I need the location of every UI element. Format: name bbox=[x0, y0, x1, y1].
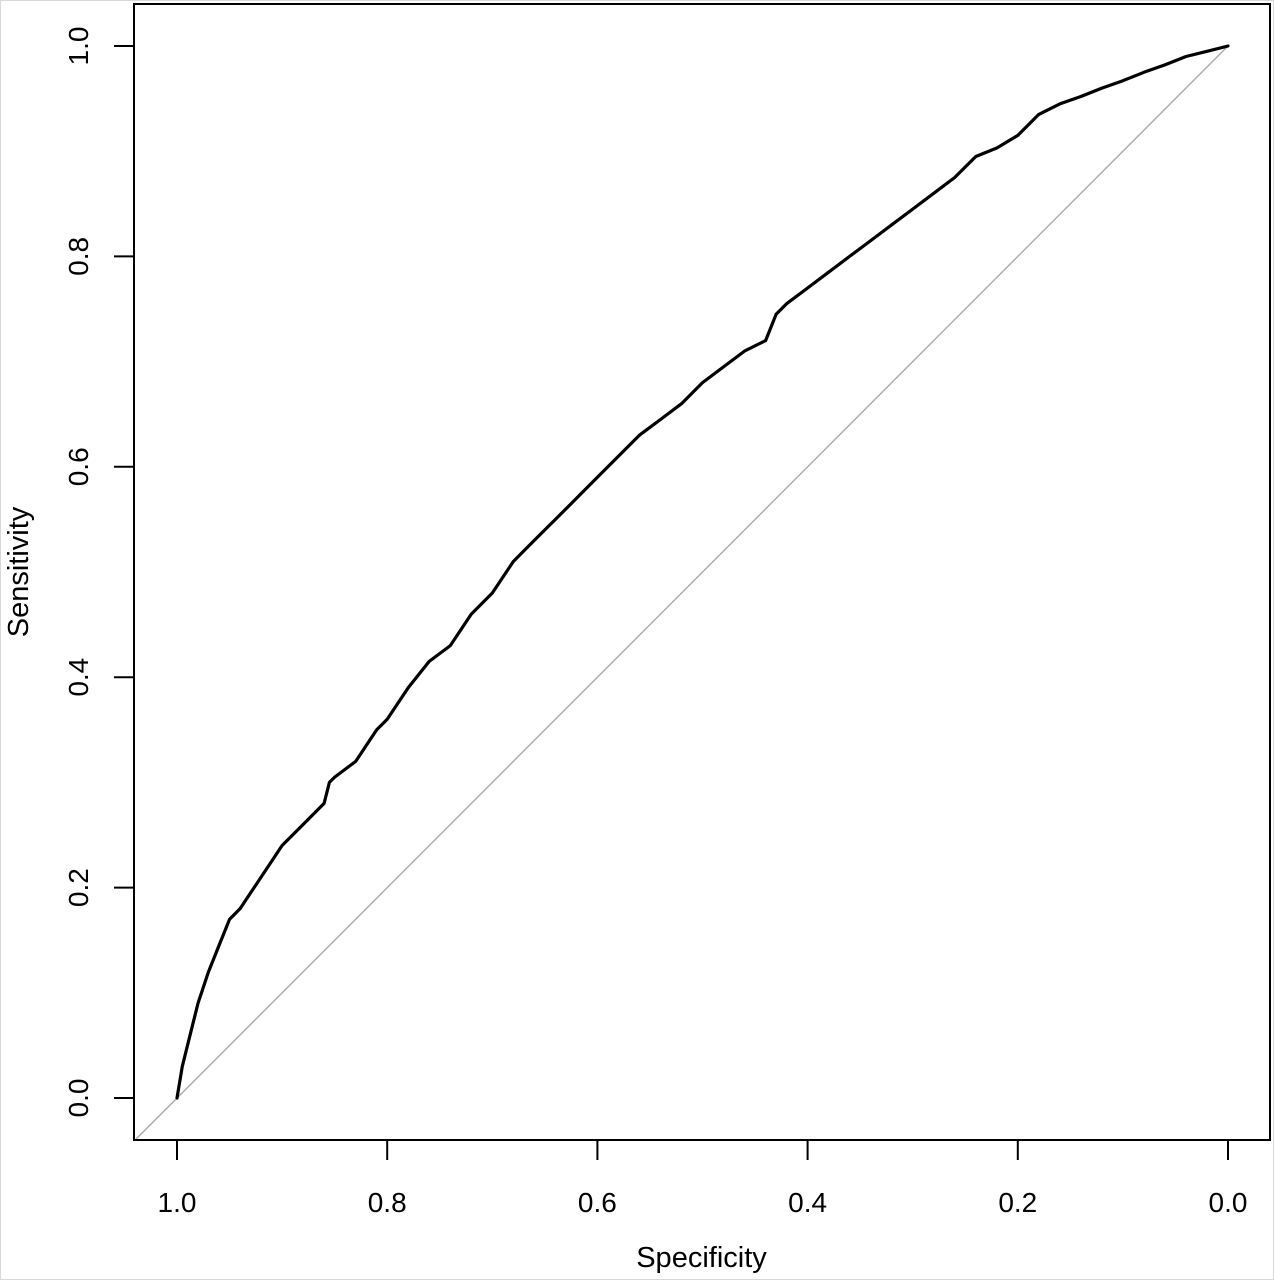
x-tick-label: 0.0 bbox=[1209, 1187, 1248, 1218]
x-axis-title: Specificity bbox=[636, 1242, 767, 1274]
x-tick-label: 1.0 bbox=[158, 1187, 197, 1218]
y-tick-label: 0.4 bbox=[63, 658, 94, 697]
y-tick-label: 0.8 bbox=[63, 237, 94, 276]
y-axis: 0.0 0.2 0.4 0.6 0.8 1.0 bbox=[63, 27, 135, 1118]
y-tick-label: 0.2 bbox=[63, 868, 94, 907]
x-tick-label: 0.2 bbox=[998, 1187, 1037, 1218]
roc-curve-line bbox=[175, 44, 1230, 1100]
x-tick-label: 0.4 bbox=[788, 1187, 827, 1218]
y-axis-title: Sensitivity bbox=[3, 506, 35, 637]
y-tick-label: 0.6 bbox=[63, 447, 94, 486]
x-tick-label: 0.6 bbox=[578, 1187, 617, 1218]
plot-area bbox=[133, 3, 1271, 1141]
x-axis: 1.0 0.8 0.6 0.4 0.2 0.0 bbox=[158, 1139, 1248, 1218]
y-tick-label: 0.0 bbox=[63, 1079, 94, 1118]
y-tick-label: 1.0 bbox=[63, 27, 94, 66]
x-tick-label: 0.8 bbox=[368, 1187, 407, 1218]
reference-diagonal-line bbox=[134, 45, 1229, 1140]
